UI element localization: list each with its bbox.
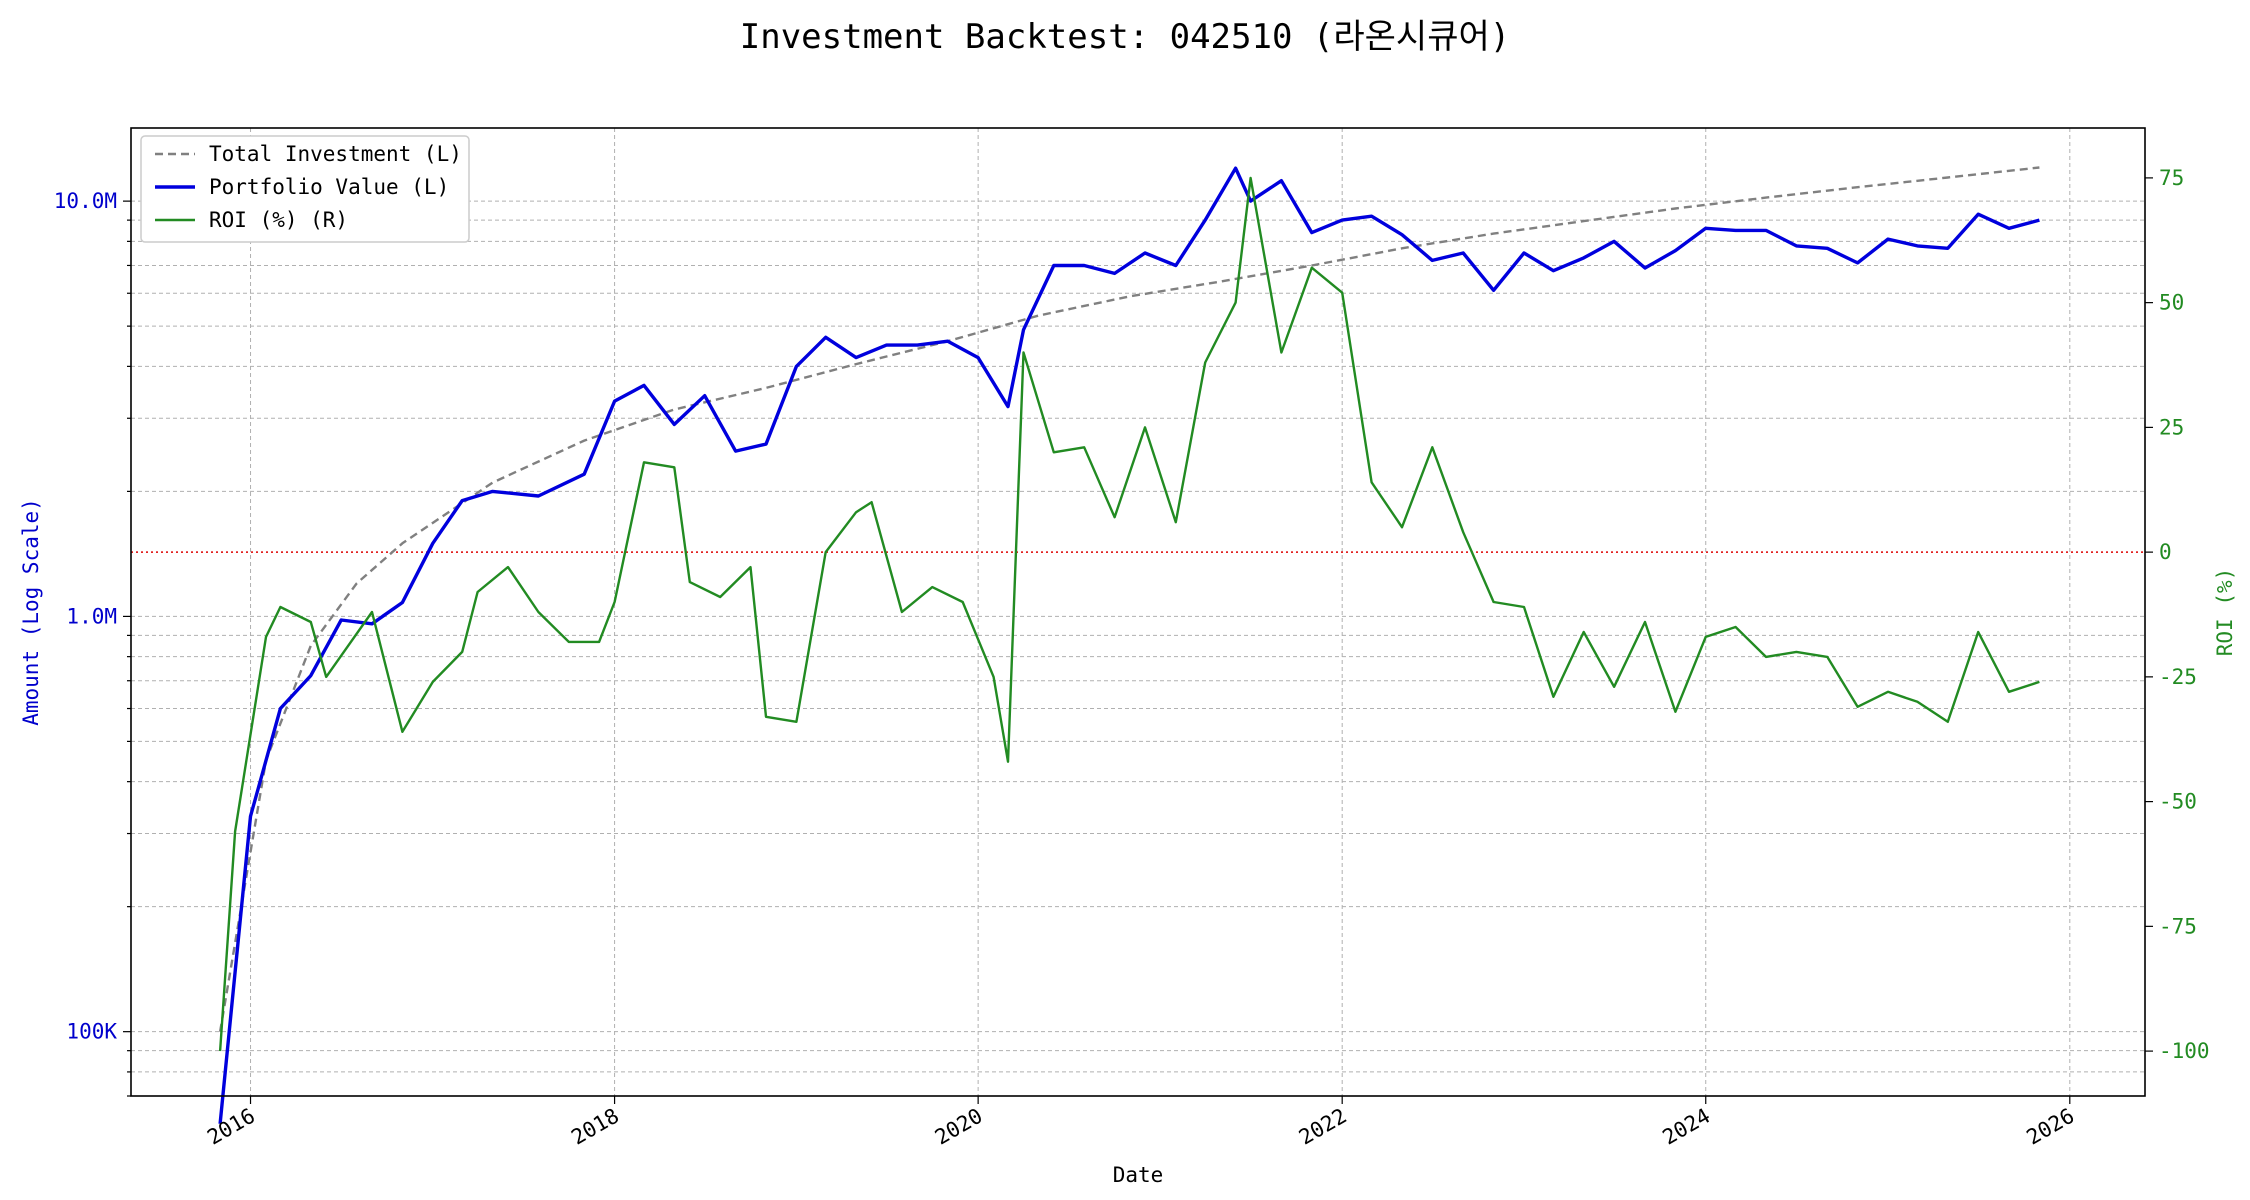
right-tick-label: -100: [2159, 1039, 2210, 1063]
x-axis-ticks: 2016 2018 2020 2022 2024 2026: [203, 1096, 2078, 1150]
x-tick-label: 2016: [203, 1104, 259, 1150]
right-tick-label: -50: [2159, 790, 2197, 814]
y-axis-label-right: ROI (%): [2213, 568, 2237, 657]
x-tick-label: 2020: [931, 1104, 987, 1150]
right-axis-ticks: -100 -75 -50 -25 0 25 50 75: [2145, 166, 2210, 1063]
left-tick-label: 10.0M: [54, 189, 117, 213]
series-group: [218, 166, 2040, 1124]
legend: Total Investment (L) Portfolio Value (L)…: [140, 135, 470, 243]
legend-label-roi: ROI (%) (R): [209, 208, 348, 232]
portfolio-value-line: [218, 166, 2040, 1124]
legend-box: [140, 135, 470, 243]
chart-title: Investment Backtest: 042510 (라온시큐어): [740, 17, 1511, 57]
right-tick-label: 75: [2159, 166, 2184, 190]
right-tick-label: -75: [2159, 914, 2197, 938]
x-tick-label: 2022: [1295, 1104, 1351, 1150]
x-tick-label: 2018: [567, 1104, 623, 1150]
right-tick-label: -25: [2159, 665, 2197, 689]
roi-line: [218, 176, 2040, 1052]
left-tick-label: 100K: [66, 1020, 117, 1044]
left-tick-label: 1.0M: [66, 604, 117, 628]
x-tick-label: 2026: [2022, 1104, 2078, 1150]
right-tick-label: 0: [2159, 540, 2172, 564]
right-tick-label: 25: [2159, 415, 2184, 439]
y-axis-label-left: Amount (Log Scale): [19, 498, 43, 726]
plot-frame: [130, 127, 2146, 1097]
legend-label-portfolio-value: Portfolio Value (L): [209, 175, 449, 199]
grid-lines: [131, 128, 2145, 1097]
left-axis-ticks: 100K 1.0M 10.0M: [54, 189, 131, 1097]
x-tick-label: 2024: [1658, 1104, 1714, 1150]
legend-label-total-investment: Total Investment (L): [209, 142, 462, 166]
right-tick-label: 50: [2159, 291, 2184, 315]
x-axis-label: Date: [1113, 1163, 1164, 1187]
plot-area: [131, 128, 2145, 1096]
